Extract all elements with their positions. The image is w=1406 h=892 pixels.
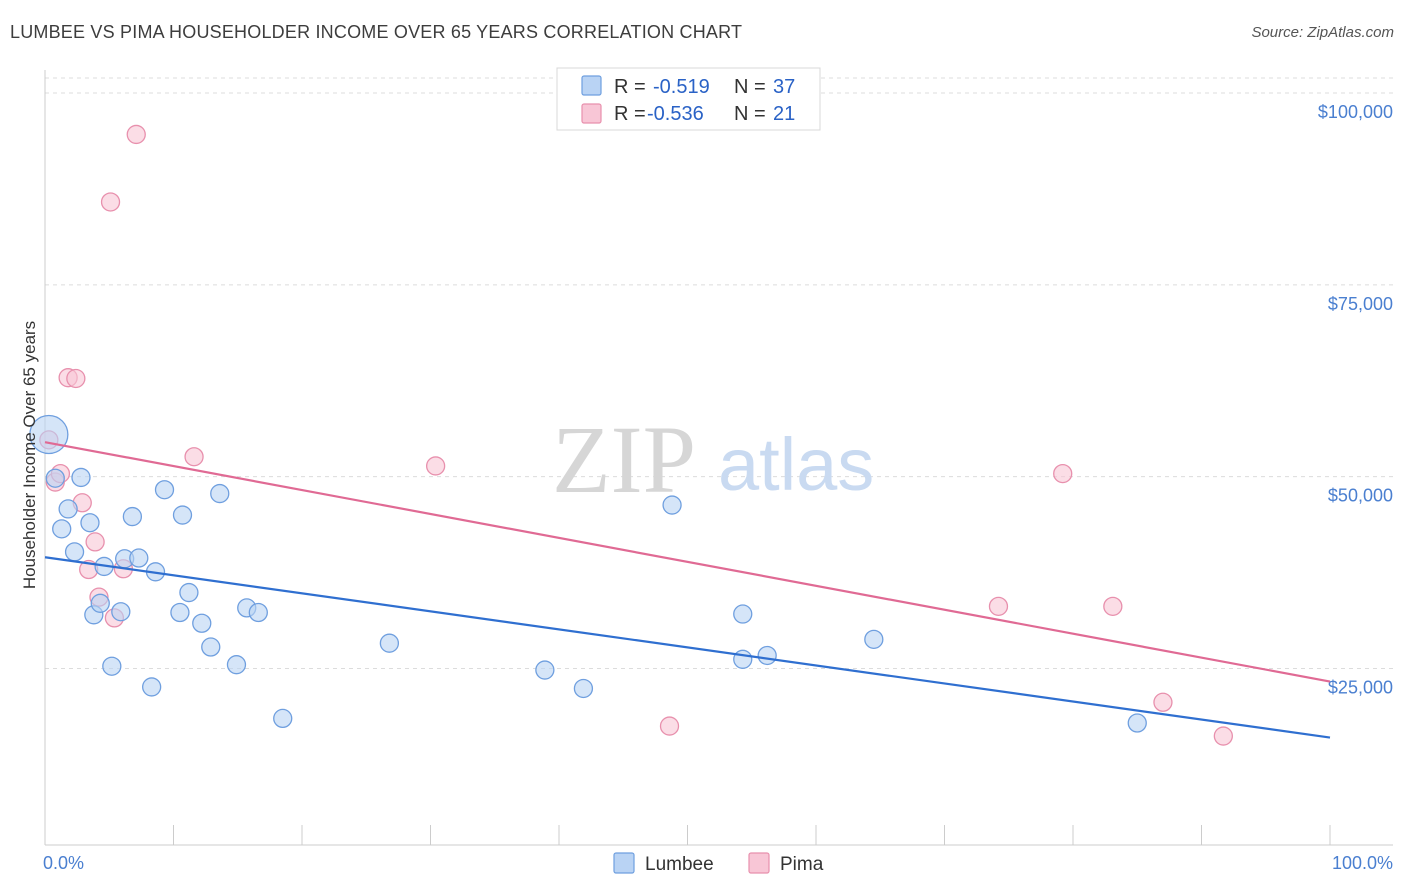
lumbee-point [210,483,230,504]
pima-point [988,596,1009,617]
lumbee-point [226,655,247,675]
lumbee-point [172,505,193,525]
lumbee-point [52,519,72,539]
legend-r-value-pima: -0.536 [647,103,704,125]
watermark-atlas: atlas [718,423,874,506]
lumbee-point [573,678,594,699]
pima-point [85,532,105,552]
x-tick-label-min: 0.0% [43,853,84,873]
lumbee-points [29,414,1147,733]
lumbee-point [757,645,777,666]
lumbee-point [80,513,100,533]
lumbee-point [58,499,78,519]
watermark-zip: ZIP [552,406,696,513]
pima-point [1053,463,1073,484]
lumbee-point [142,677,162,697]
axes [44,70,1393,846]
series-legend-swatch-lumbee [613,852,635,874]
correlation-legend: R = -0.519 N = 37 R = -0.536 N = 21 [556,67,821,131]
trend-lines [44,441,1331,739]
legend-n-value-pima: 21 [773,103,795,125]
legend-n-label-lumbee: N = [734,76,766,98]
lumbee-point [201,637,221,657]
lumbee-point [154,480,175,500]
pima-point [184,447,204,467]
chart-source: Source: ZipAtlas.com [1251,24,1394,41]
y-tick-label: $75,000 [1328,294,1393,314]
legend-r-value-lumbee: -0.519 [653,76,710,98]
pima-point [425,456,446,476]
series-legend: Lumbee Pima [613,852,824,875]
zipatlas-watermark: ZIP atlas [552,406,874,513]
legend-swatch-pima [581,103,602,124]
lumbee-point [864,629,884,650]
pima-point [1103,596,1123,617]
pima-point [126,124,146,145]
lumbee-point [1127,713,1147,733]
legend-r-label-lumbee: R = [614,76,646,98]
y-tick-label: $25,000 [1328,678,1393,698]
lumbee-point [71,467,91,488]
lumbee-point [111,602,131,622]
lumbee-point [662,495,682,515]
lumbee-point [64,542,85,562]
lumbee-point [45,468,65,488]
series-legend-label-lumbee: Lumbee [645,854,714,875]
series-legend-label-pima: Pima [780,854,824,875]
lumbee-point [170,602,190,623]
pima-trend-line [44,441,1331,683]
legend-swatch-lumbee [581,75,602,96]
lumbee-point [122,506,143,527]
lumbee-point [733,649,753,669]
lumbee-point [733,604,753,624]
lumbee-point [102,656,122,676]
legend-n-value-lumbee: 37 [773,76,795,98]
lumbee-point [379,633,400,653]
lumbee-point [90,593,110,613]
lumbee-point [129,548,149,568]
legend-n-label-pima: N = [734,103,766,125]
pima-point [100,192,121,212]
lumbee-point [535,660,555,680]
pima-point [659,716,680,736]
y-axis-label: Householder Income Over 65 years [20,321,39,589]
chart-title: LUMBEE VS PIMA HOUSEHOLDER INCOME OVER 6… [10,22,743,42]
legend-r-label-pima: R = [614,103,646,125]
pima-point [1213,726,1233,746]
y-tick-labels: $25,000 $50,000 $75,000 $100,000 [1318,102,1393,697]
x-tick-label-max: 100.0% [1332,853,1393,873]
pima-point [66,368,86,389]
pima-point [1153,692,1173,712]
y-tick-label: $100,000 [1318,102,1393,122]
lumbee-trend-line [44,556,1331,739]
lumbee-point [179,582,199,603]
y-tick-label: $50,000 [1328,486,1393,506]
lumbee-point [273,708,293,729]
series-legend-swatch-pima [748,852,770,874]
grid-lines [45,77,1393,670]
lumbee-point [248,602,268,623]
lumbee-point [192,613,212,633]
